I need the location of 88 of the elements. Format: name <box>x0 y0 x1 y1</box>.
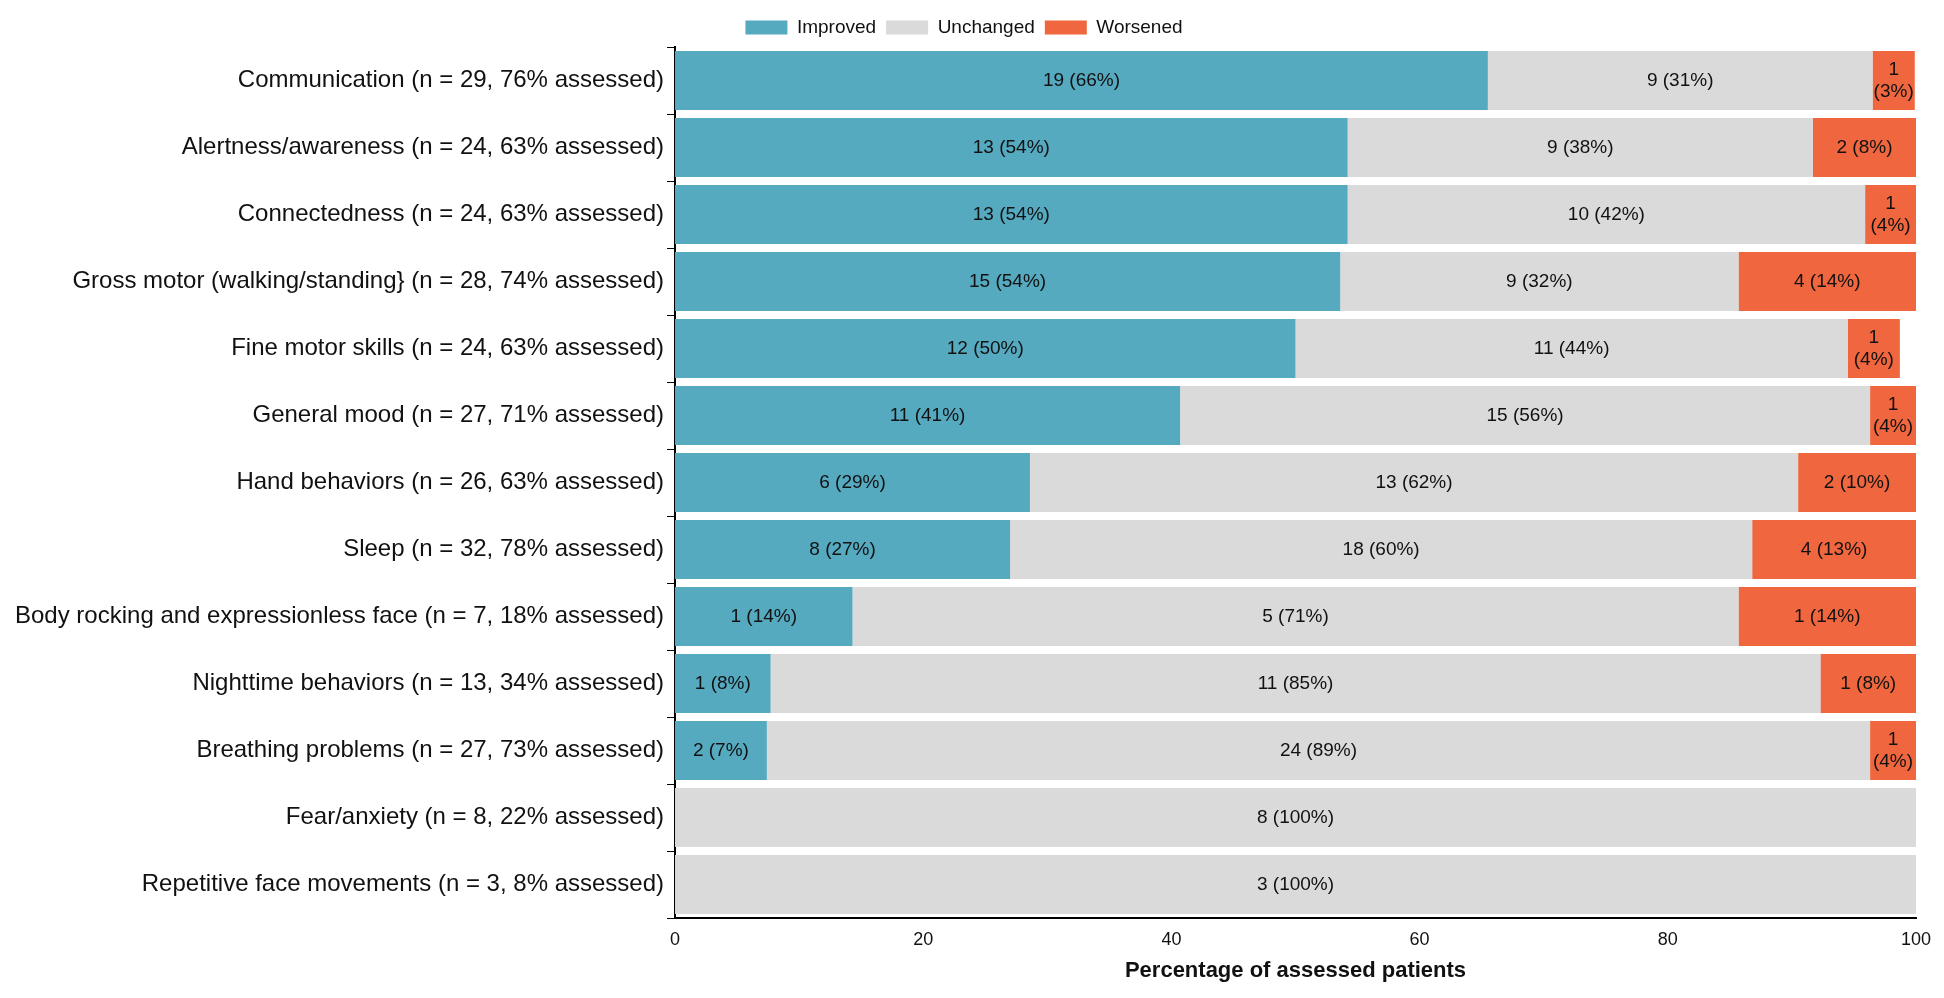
legend-label: Unchanged <box>937 15 1035 37</box>
bar <box>675 587 853 646</box>
bar <box>675 520 1011 579</box>
y-tick-label: Repetitive face movements (n = 3, 8% assessed) <box>141 869 665 897</box>
data-label: 1 (4%) <box>1870 191 1911 235</box>
y-tick-label: Gross motor (walking/standing} (n = 28, 74% assessed) <box>72 266 665 294</box>
data-label: 1 (4%) <box>1853 325 1894 369</box>
data-label: 6 (29%) <box>819 470 886 492</box>
y-tick-label: Sleep (n = 32, 78% assessed) <box>343 534 665 562</box>
x-tick-label: 20 <box>913 928 934 949</box>
data-label: 9 (31%) <box>1646 68 1714 90</box>
bar <box>675 252 1341 311</box>
bar <box>675 185 1348 244</box>
x-tick-label: 0 <box>670 928 681 949</box>
x-tick-label: 60 <box>1409 928 1430 949</box>
y-tick-label: Connectedness (n = 24, 63% assessed) <box>237 199 665 227</box>
data-label: 1 (8%) <box>1840 671 1897 693</box>
bar <box>1347 118 1813 177</box>
data-label: 15 (56%) <box>1486 403 1564 425</box>
y-tick-label: Alertness/awareness (n = 24, 63% assessed) <box>181 132 665 160</box>
data-label: 11 (85%) <box>1257 671 1334 693</box>
data-label: 15 (54%) <box>969 269 1047 291</box>
bar <box>1813 118 1916 177</box>
data-label: 13 (54%) <box>972 202 1050 224</box>
legend-label: Worsened <box>1096 15 1183 37</box>
data-label: 4 (13%) <box>1800 537 1868 559</box>
bar <box>675 386 1181 445</box>
y-tick-label: Body rocking and expressionless face (n = 7, 18% assessed) <box>14 601 665 629</box>
data-label: 1 (14%) <box>1794 604 1861 626</box>
bar <box>675 654 771 713</box>
data-label: 1 (3%) <box>1873 57 1914 101</box>
bar <box>1487 51 1873 110</box>
data-label: 13 (62%) <box>1375 470 1453 492</box>
data-label: 2 (7%) <box>692 738 749 760</box>
y-tick-label: General mood (n = 27, 71% assessed) <box>252 400 665 428</box>
bar <box>1180 386 1871 445</box>
y-tick-label: Fine motor skills (n = 24, 63% assessed) <box>231 333 665 361</box>
bar <box>675 319 1296 378</box>
bar <box>1738 252 1916 311</box>
bar <box>1798 453 1916 512</box>
bar <box>1820 654 1916 713</box>
bar <box>1340 252 1739 311</box>
data-label: 3 (100%) <box>1256 872 1335 894</box>
data-label: 9 (38%) <box>1547 135 1614 157</box>
data-label: 18 (60%) <box>1342 537 1420 559</box>
x-axis-title: Percentage of assessed patients <box>1124 956 1467 982</box>
data-label: 1 (14%) <box>730 604 798 626</box>
bar <box>766 721 1871 780</box>
data-label: 11 (41%) <box>889 403 966 425</box>
bar <box>675 51 1488 110</box>
x-tick-label: 40 <box>1161 928 1182 949</box>
data-label: 1 (8%) <box>694 671 751 693</box>
bar <box>675 855 1916 914</box>
data-label: 8 (27%) <box>809 537 876 559</box>
bar <box>1738 587 1916 646</box>
y-tick-label: Breathing problems (n = 27, 73% assessed) <box>196 735 665 763</box>
x-tick-label: 100 <box>1900 928 1932 949</box>
data-label: 19 (66%) <box>1042 68 1120 90</box>
bar <box>675 118 1348 177</box>
y-tick-label: Nighttime behaviors (n = 13, 34% assessed) <box>192 668 665 696</box>
data-label: 24 (89%) <box>1279 738 1358 760</box>
data-label: 2 (10%) <box>1823 470 1891 492</box>
legend-label: Improved <box>796 15 877 37</box>
y-tick-label: Fear/anxiety (n = 8, 22% assessed) <box>285 802 665 830</box>
bar <box>1347 185 1866 244</box>
data-label: 10 (42%) <box>1567 202 1645 224</box>
bar <box>1752 520 1916 579</box>
data-label: 4 (14%) <box>1794 269 1861 291</box>
data-label: 11 (44%) <box>1533 336 1610 358</box>
bar <box>770 654 1821 713</box>
bar <box>675 721 767 780</box>
bar <box>1295 319 1848 378</box>
y-tick-label: Hand behaviors (n = 26, 63% assessed) <box>236 467 665 495</box>
bar <box>675 788 1916 847</box>
x-tick-label: 80 <box>1657 928 1678 949</box>
data-label: 5 (71%) <box>1262 604 1329 626</box>
data-label: 9 (32%) <box>1506 269 1573 291</box>
y-tick-label: Communication (n = 29, 76% assessed) <box>237 65 665 93</box>
bar <box>1029 453 1799 512</box>
bar <box>675 453 1030 512</box>
data-label: 12 (50%) <box>946 336 1024 358</box>
data-label: 13 (54%) <box>972 135 1050 157</box>
bar <box>852 587 1739 646</box>
data-label: 8 (100%) <box>1256 805 1335 827</box>
bar <box>1010 520 1753 579</box>
data-label: 2 (8%) <box>1836 135 1893 157</box>
data-label: 1 (4%) <box>1872 727 1914 771</box>
data-label: 1 (4%) <box>1872 392 1914 436</box>
